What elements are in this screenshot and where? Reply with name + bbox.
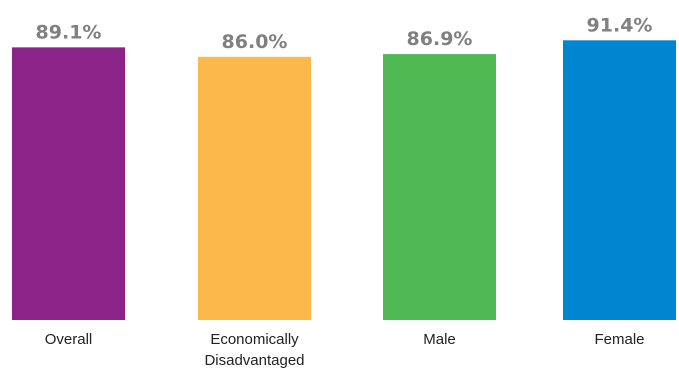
category-label-1-line-1: Disadvantaged (204, 352, 304, 369)
category-label-3: Female (594, 331, 644, 348)
bars-group (12, 40, 676, 321)
bar-2 (383, 54, 496, 320)
category-label-0: Overall (45, 331, 93, 348)
bar-0 (12, 47, 125, 320)
bar-value-label-2: 86.9% (407, 28, 473, 50)
category-label-1-line-0: Economically (210, 331, 299, 348)
value-labels-group: 89.1% 86.0% 86.9% 91.4% (36, 14, 653, 53)
bar-value-label-0: 89.1% (36, 21, 102, 43)
bar-3 (563, 40, 676, 320)
bar-value-label-3: 91.4% (587, 14, 653, 36)
bar-1 (198, 56, 311, 321)
category-labels-group: Overall Economically Disadvantaged Male Fema… (45, 331, 645, 369)
category-label-2: Male (423, 331, 456, 348)
bar-value-label-1: 86.0% (222, 31, 288, 53)
